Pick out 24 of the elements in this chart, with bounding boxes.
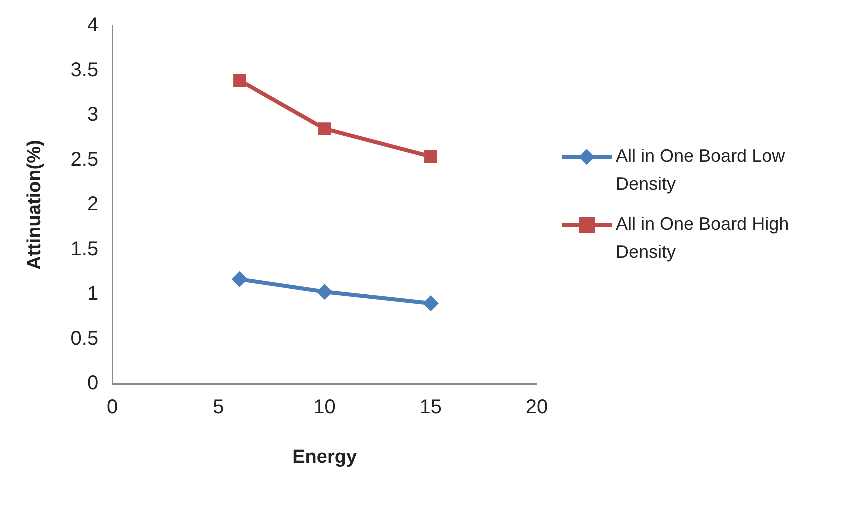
point: [232, 271, 248, 288]
point: [422, 296, 439, 312]
y-tick-label: 1.5: [70, 238, 99, 260]
x-axis-title: Energy: [292, 446, 358, 468]
point: [234, 74, 246, 87]
point: [424, 150, 438, 164]
y-tick-label: 2: [87, 194, 99, 216]
x-tick-label: 10: [314, 396, 336, 419]
x-tick-label: 15: [420, 396, 442, 419]
x-tick-label: 5: [213, 396, 224, 419]
x-tick-label: 0: [107, 396, 118, 419]
y-tick-label: 4: [87, 14, 99, 37]
point: [318, 122, 332, 136]
y-tick-label: 1: [87, 283, 99, 306]
y-tick-label: 0: [87, 372, 99, 395]
legend-label: All in One Board High Density: [616, 214, 790, 262]
y-tick-label: 2.5: [70, 148, 99, 171]
y-axis-title: Attinuation(%): [24, 140, 46, 270]
legend-label: All in One Board Low Density: [616, 146, 786, 194]
y-tick-label: 3: [87, 104, 99, 126]
x-tick-label: 20: [526, 396, 548, 419]
y-tick-label: 0.5: [70, 328, 99, 350]
y-tick-label: 3.5: [70, 59, 99, 82]
point: [316, 284, 333, 300]
